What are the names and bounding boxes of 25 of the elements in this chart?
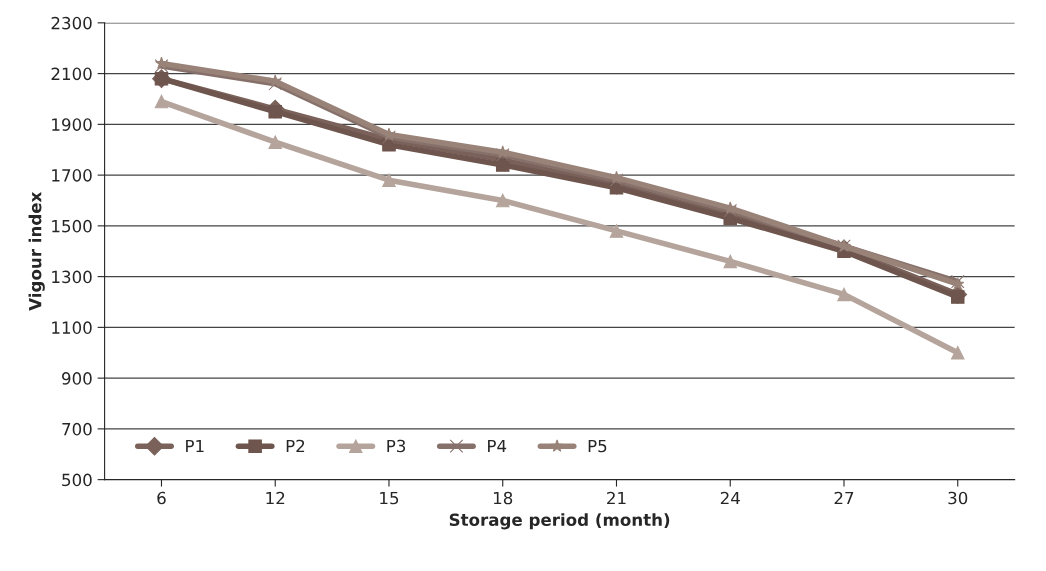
legend-label: P4 <box>488 439 507 453</box>
x-tick-label: 18 <box>493 491 513 505</box>
y-tick-label: 1500 <box>52 219 92 233</box>
y-tick-label: 900 <box>62 372 92 385</box>
y-tick-label: 2300 <box>51 16 92 30</box>
y-tick-label: 1100 <box>52 321 92 334</box>
x-tick-label: 27 <box>834 491 854 505</box>
y-tick-label: 1700 <box>52 169 92 182</box>
x-axis-title: Storage period (month) <box>449 513 670 530</box>
y-tick-label: 2100 <box>51 67 92 81</box>
y-tick-label: 1900 <box>52 118 92 131</box>
x-tick-label: 12 <box>266 491 285 505</box>
x-tick-label: 30 <box>948 491 968 505</box>
legend-label: P2 <box>286 439 305 453</box>
x-tick-label: 6 <box>157 491 166 505</box>
legend-label: P5 <box>588 439 607 453</box>
x-tick-label: 24 <box>720 491 740 505</box>
y-tick-label: 1300 <box>52 270 92 284</box>
y-axis-title: Vigour index <box>28 191 45 311</box>
y-tick-label: 700 <box>62 422 92 436</box>
x-tick-label: 21 <box>607 491 626 505</box>
x-tick-label: 15 <box>380 491 399 505</box>
legend-label: P3 <box>387 439 406 453</box>
legend-label: P1 <box>186 439 204 453</box>
y-tick-label: 500 <box>62 473 92 487</box>
